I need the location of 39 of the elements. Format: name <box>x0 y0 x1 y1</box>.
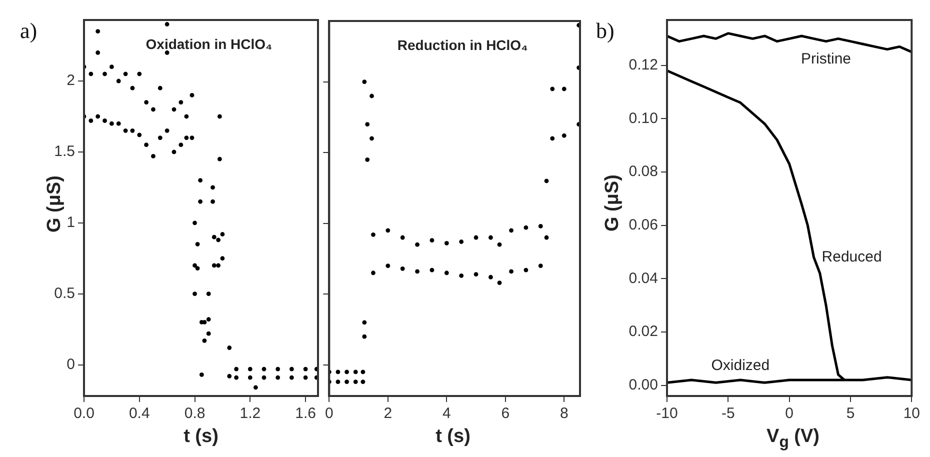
x-axis-title: t (s) <box>182 426 220 448</box>
series-label: Pristine <box>801 50 852 68</box>
x-tick-label: -5 <box>721 405 735 422</box>
x-tick-label: 0 <box>785 405 794 422</box>
y-tick-label: 0.10 <box>628 110 658 127</box>
x-axis-title: t (s) <box>434 426 472 448</box>
x-tick-label: 10 <box>903 405 920 422</box>
y-tick-label: 0.02 <box>628 323 658 340</box>
x-tick-label: 0.4 <box>128 405 150 422</box>
text: a) <box>20 18 38 44</box>
x-tick-label: 5 <box>846 405 855 422</box>
y-tick-label: 1.5 <box>54 143 75 160</box>
x-tick-label: 0.0 <box>74 405 94 422</box>
x-tick-label: 1.2 <box>240 405 261 422</box>
x-tick-label: 0.8 <box>184 405 206 422</box>
y-tick-label: 1 <box>66 214 75 232</box>
x-tick-label: 4 <box>442 405 451 422</box>
y-tick-label: 2 <box>66 72 75 90</box>
x-tick-label: 0 <box>325 405 334 422</box>
y-axis-title: G (μS) <box>602 173 624 234</box>
y-tick-label: 0.5 <box>54 284 75 302</box>
y-axis-title: G (μS) <box>44 176 65 233</box>
x-tick-label: 8 <box>560 405 568 422</box>
series-label: Reduced <box>822 248 882 266</box>
x-tick-label: 6 <box>501 405 510 422</box>
text: Oxidation in HClO₄ <box>146 36 272 52</box>
x-axis-title: V$_{g}$ (V) <box>766 426 820 452</box>
y-tick-label: 0 <box>66 356 75 373</box>
y-tick-label: 0.04 <box>628 270 658 287</box>
x-tick-label: -10 <box>656 405 678 422</box>
x-tick-label: 1.6 <box>295 405 316 422</box>
series-label: Oxidized <box>711 357 770 374</box>
y-tick-label: 0.08 <box>628 163 658 180</box>
y-tick-label: 0.06 <box>628 216 658 234</box>
y-tick-label: 0.00 <box>628 376 658 394</box>
text: Reduction in HClO₄ <box>397 36 528 53</box>
text: b) <box>596 18 614 44</box>
y-tick-label: 0.12 <box>628 56 658 74</box>
x-tick-label: 2 <box>384 405 392 422</box>
